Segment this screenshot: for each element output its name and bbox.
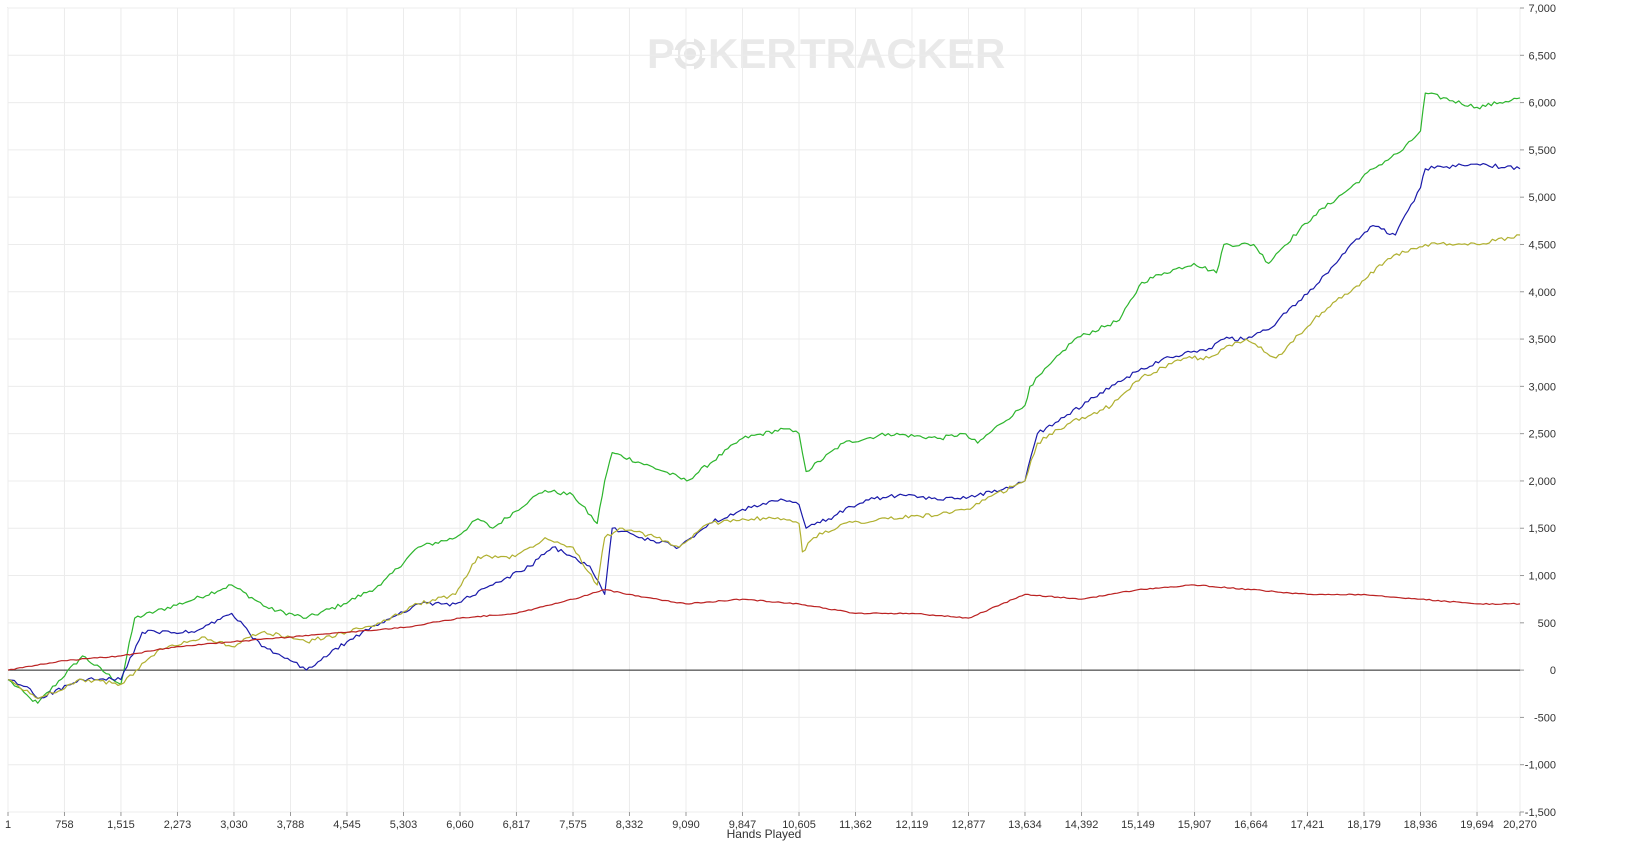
x-tick-label: 1,515 xyxy=(107,819,135,831)
x-tick-label: 17,421 xyxy=(1291,819,1325,831)
y-tick-label: 6,500 xyxy=(1528,50,1556,62)
poker-chip-icon xyxy=(672,36,708,72)
poker-tracker-watermark: P KER TRACKER xyxy=(647,30,1005,77)
y-tick-label: 3,500 xyxy=(1528,334,1556,346)
x-tick-label: 3,788 xyxy=(277,819,305,831)
y-tick-label: -1,500 xyxy=(1525,807,1556,819)
x-tick-label: 3,030 xyxy=(220,819,248,831)
x-tick-label: 9,847 xyxy=(729,819,757,831)
x-tick-label: 13,634 xyxy=(1008,819,1042,831)
y-tick-label: 3,000 xyxy=(1528,381,1556,393)
x-axis-title: Hands Played xyxy=(727,827,802,841)
x-tick-label: 6,817 xyxy=(503,819,531,831)
series-line-3 xyxy=(7,234,1521,700)
watermark-letter-p: P xyxy=(647,30,675,77)
x-tick-label: 10,605 xyxy=(782,819,816,831)
x-tick-label: 15,149 xyxy=(1121,819,1155,831)
x-tick-label: 12,877 xyxy=(952,819,986,831)
y-tick-label: 5,500 xyxy=(1528,145,1556,157)
x-tick-label: 18,936 xyxy=(1404,819,1438,831)
y-tick-label: 2,500 xyxy=(1528,429,1556,441)
series-line-4 xyxy=(7,584,1521,671)
x-tick-label: 11,362 xyxy=(839,819,872,831)
x-tick-label: 14,392 xyxy=(1065,819,1099,831)
y-tick-label: 6,000 xyxy=(1528,98,1556,110)
x-tick-label: 18,179 xyxy=(1347,819,1381,831)
y-tick-label: 5,000 xyxy=(1528,192,1556,204)
y-tick-label: 4,500 xyxy=(1528,239,1556,251)
plot-area xyxy=(7,7,1521,813)
x-tick-label: 5,303 xyxy=(390,819,418,831)
y-tick-label: 7,000 xyxy=(1528,3,1556,15)
x-axis-ticks: 1 758 1,515 2,273 3,030 3,788 4,545 5,303 6,060 6… xyxy=(5,812,1537,831)
x-tick-label: 4,545 xyxy=(333,819,361,831)
y-tick-label: 4,000 xyxy=(1528,287,1556,299)
series-line-2 xyxy=(7,163,1521,700)
x-tick-label: 15,907 xyxy=(1178,819,1212,831)
y-tick-label: 1,500 xyxy=(1528,523,1556,535)
x-tick-label: 19,694 xyxy=(1460,819,1494,831)
x-tick-label: 20,270 xyxy=(1503,819,1537,831)
y-tick-label: -1,000 xyxy=(1525,760,1556,772)
x-tick-label: 2,273 xyxy=(164,819,192,831)
watermark-text-ker: KER xyxy=(708,30,797,77)
watermark-text-tracker: TRACKER xyxy=(800,30,1005,77)
x-tick-label: 1 xyxy=(5,819,11,831)
x-tick-label: 7,575 xyxy=(559,819,587,831)
x-tick-label: 16,664 xyxy=(1234,819,1268,831)
x-tick-label: 758 xyxy=(55,819,73,831)
y-tick-label: 0 xyxy=(1550,665,1556,677)
y-tick-label: -500 xyxy=(1534,712,1556,724)
x-tick-label: 9,090 xyxy=(672,819,700,831)
x-tick-label: 6,060 xyxy=(446,819,474,831)
y-tick-label: 2,000 xyxy=(1528,476,1556,488)
x-tick-label: 12,119 xyxy=(896,819,929,831)
y-tick-label: 1,000 xyxy=(1528,571,1556,583)
gridlines xyxy=(7,7,1521,813)
data-series xyxy=(7,92,1521,704)
x-tick-label: 8,332 xyxy=(616,819,644,831)
series-line-1 xyxy=(7,92,1521,704)
y-axis-ticks: 7,000 6,500 6,000 5,500 5,000 4,500 4,000 3,500… xyxy=(1520,3,1556,819)
y-tick-label: 500 xyxy=(1538,618,1556,630)
